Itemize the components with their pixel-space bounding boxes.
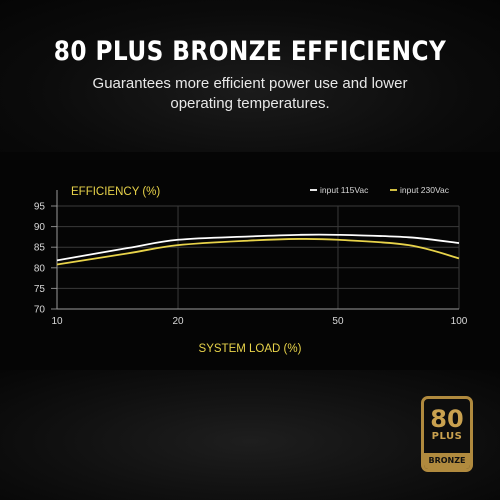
x-tick-label: 100 — [451, 316, 468, 327]
chart-labels: 70 75 80 85 90 95 10 20 50 100 EFFICIENCY (%) SYSTE… — [34, 186, 468, 355]
fan-background — [0, 370, 500, 500]
y-axis-title: EFFICIENCY (%) — [71, 186, 160, 198]
page-subtitle: Guarantees more efficient power use and … — [92, 75, 408, 112]
badge-tier: BRONZE — [424, 453, 470, 469]
80plus-bronze-badge: 80 PLUS BRONZE — [421, 396, 473, 472]
y-tick-label: 85 — [34, 243, 46, 254]
y-tick-label: 95 — [34, 202, 46, 213]
chart-grid — [56, 205, 460, 310]
page-title: 80 PLUS BRONZE EFFICIENCY — [53, 36, 447, 67]
series-line-115vac — [56, 233, 460, 262]
badge-plus: PLUS — [431, 431, 463, 442]
y-tick-label: 70 — [34, 305, 46, 316]
y-tick-label: 80 — [34, 263, 46, 274]
chart-axes — [51, 190, 459, 310]
series-line-230vac — [56, 237, 460, 266]
y-tick-label: 75 — [34, 284, 46, 295]
badge-number: 80 — [430, 405, 464, 433]
chart-legend: input 115Vac input 230Vac — [310, 185, 450, 195]
x-tick-label: 20 — [172, 316, 184, 327]
y-tick-label: 90 — [34, 222, 46, 233]
chart-series — [56, 233, 460, 266]
x-tick-label: 10 — [51, 316, 63, 327]
x-axis-title: SYSTEM LOAD (%) — [199, 343, 302, 355]
top-background — [0, 0, 500, 152]
legend-label: input 230Vac — [400, 185, 450, 195]
x-tick-label: 50 — [332, 316, 344, 327]
legend-label: input 115Vac — [320, 185, 369, 195]
